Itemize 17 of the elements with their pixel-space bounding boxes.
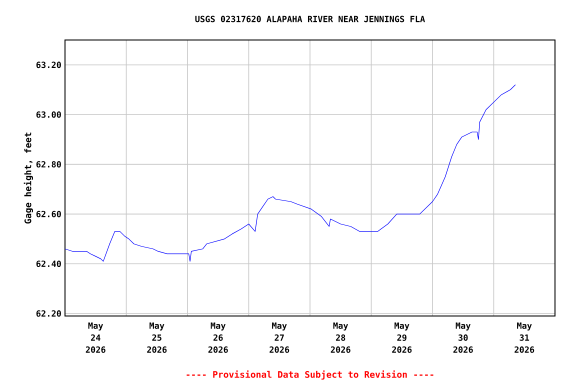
x-tick-label: May 25 2026: [147, 322, 167, 353]
x-tick-label: May 27 2026: [270, 322, 290, 353]
x-tick-label: May 29 2026: [392, 322, 412, 353]
y-tick-label: 62.20: [36, 310, 61, 317]
y-tick-label: 63.00: [36, 111, 61, 118]
text: ---- Provisional Data Subject to Revision ----: [186, 370, 434, 380]
x-tick-label: May 30 2026: [453, 322, 473, 353]
x-tick-label: May 24 2026: [86, 322, 106, 353]
y-tick-label: 62.80: [36, 161, 61, 168]
y-tick-label: 62.60: [36, 210, 61, 218]
x-tick-label: May 28 2026: [330, 322, 350, 353]
y-tick-label: 63.20: [36, 62, 61, 68]
y-tick-label: 62.40: [36, 260, 61, 267]
y-axis-title: Gage height, feet: [24, 132, 34, 224]
x-tick-label: May 31 2026: [514, 322, 534, 353]
chart-title: USGS 02317620 ALAPAHA RIVER NEAR JENNINGS FLA: [195, 16, 425, 22]
x-tick-label: May 26 2026: [208, 322, 228, 353]
